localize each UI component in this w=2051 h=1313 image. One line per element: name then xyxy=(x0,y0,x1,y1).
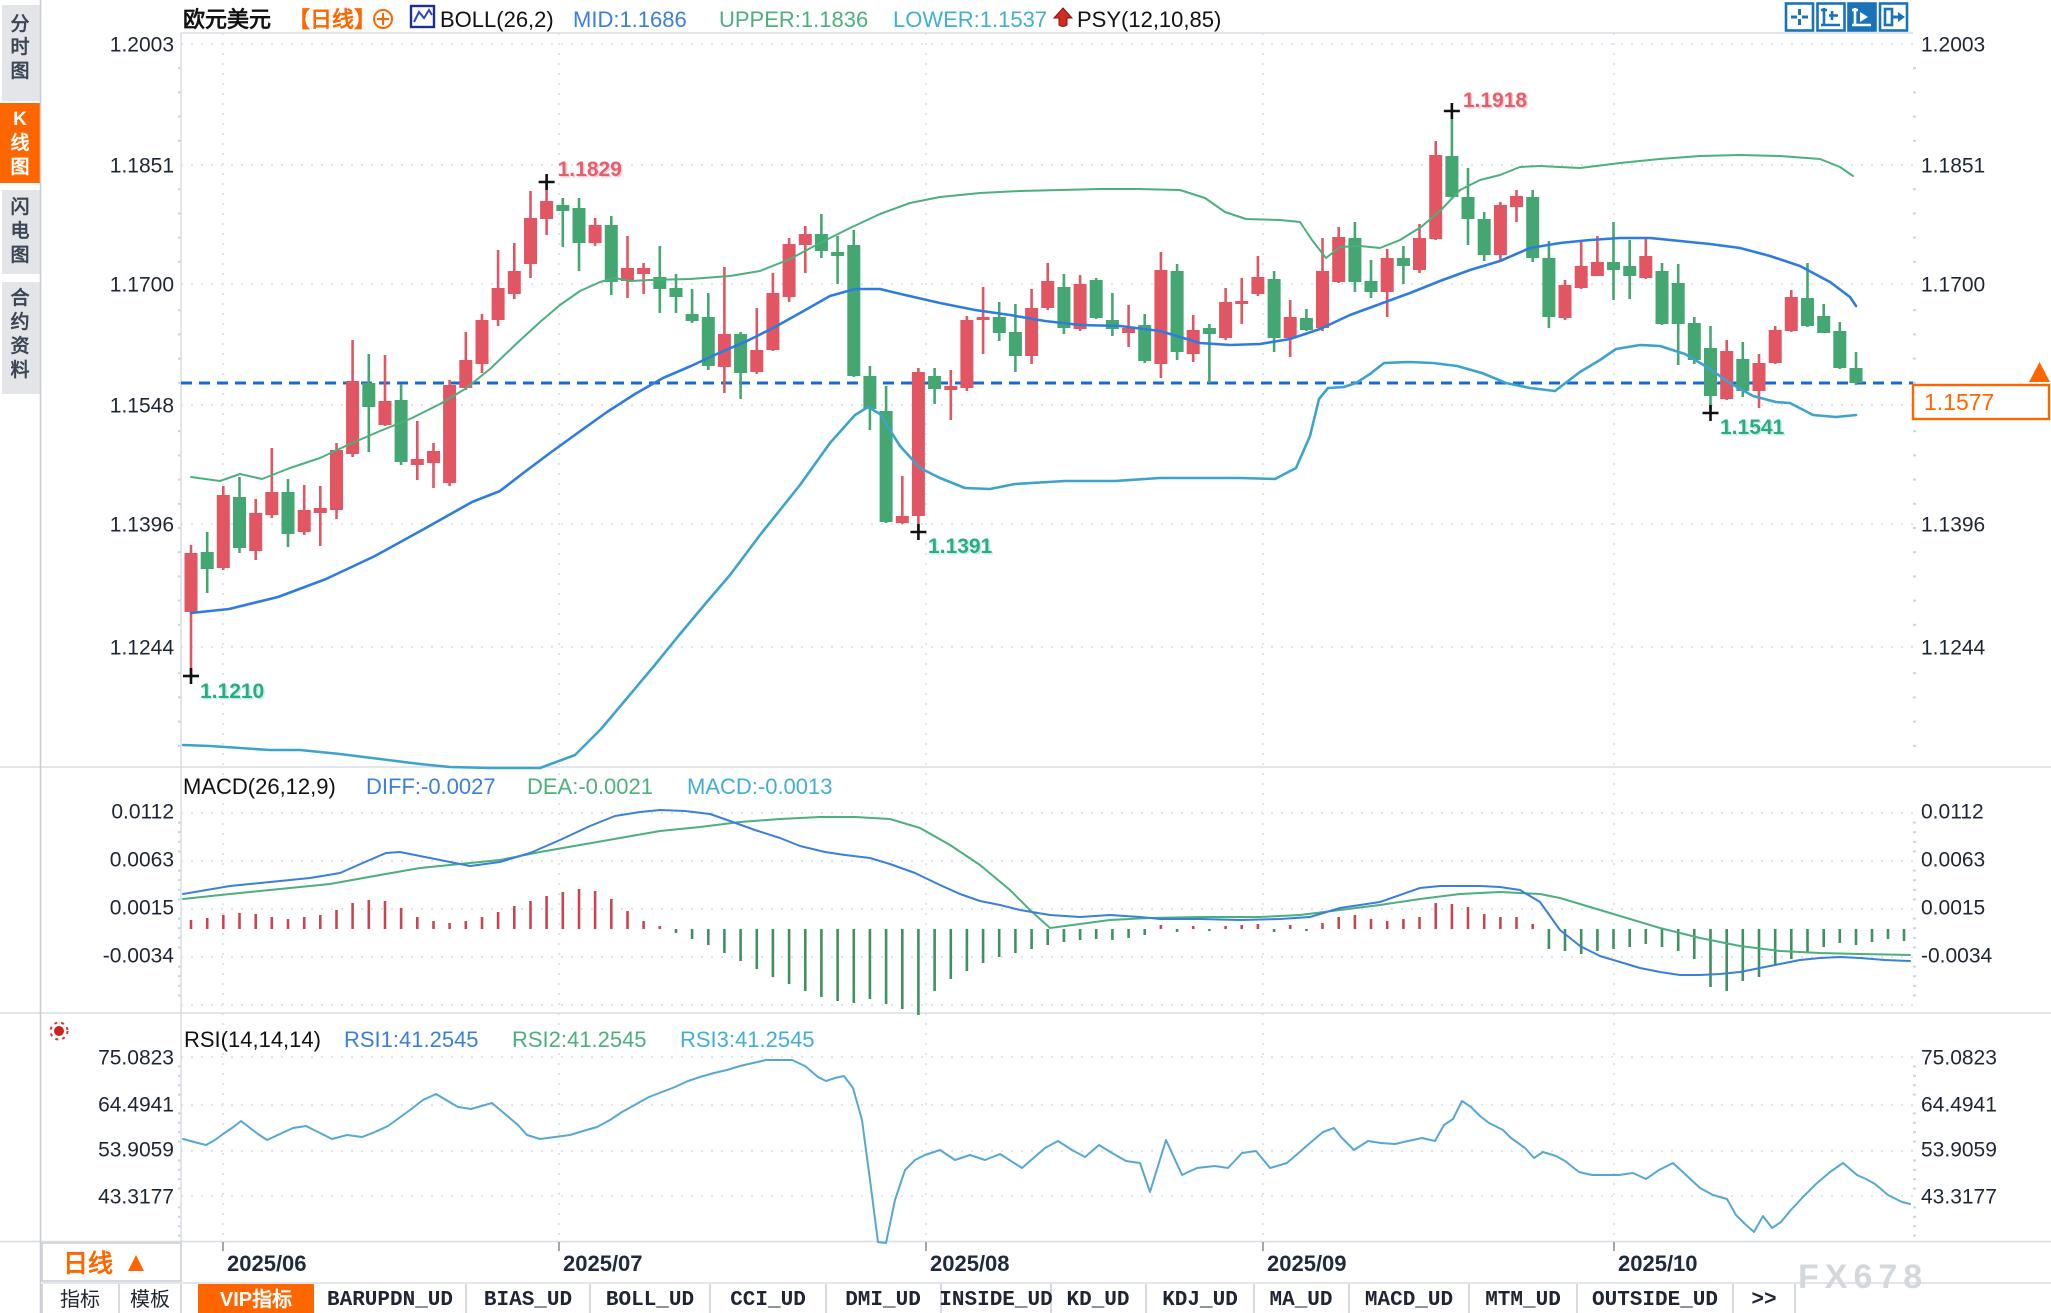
svg-text:RSI3:41.2545: RSI3:41.2545 xyxy=(680,1027,815,1052)
svg-text:料: 料 xyxy=(10,358,29,381)
svg-text:BOLL_UD: BOLL_UD xyxy=(606,1289,694,1312)
svg-text:75.0823: 75.0823 xyxy=(98,1047,174,1070)
svg-text:1.1244: 1.1244 xyxy=(110,637,175,660)
svg-text:64.4941: 64.4941 xyxy=(1921,1094,1997,1117)
svg-text:指标: 指标 xyxy=(60,1288,100,1311)
svg-text:闪: 闪 xyxy=(10,195,29,218)
svg-text:>>: >> xyxy=(1751,1289,1776,1312)
svg-text:0.0015: 0.0015 xyxy=(110,897,174,920)
svg-text:1.1918: 1.1918 xyxy=(1464,91,1529,114)
svg-text:FX678: FX678 xyxy=(1798,1258,1928,1296)
svg-text:DIFF:-0.0027: DIFF:-0.0027 xyxy=(366,774,496,799)
svg-text:OUTSIDE_UD: OUTSIDE_UD xyxy=(1592,1289,1718,1312)
svg-text:1.1244: 1.1244 xyxy=(1921,637,1986,660)
svg-text:RSI1:41.2545: RSI1:41.2545 xyxy=(344,1027,479,1052)
svg-text:合: 合 xyxy=(10,286,30,309)
svg-text:CCI_UD: CCI_UD xyxy=(730,1289,806,1312)
svg-text:-0.0034: -0.0034 xyxy=(1921,945,1993,968)
svg-text:1.1851: 1.1851 xyxy=(110,155,174,178)
svg-text:BOLL(26,2): BOLL(26,2) xyxy=(440,7,554,32)
svg-text:欧元美元: 欧元美元 xyxy=(183,7,271,32)
svg-text:INSIDE_UD: INSIDE_UD xyxy=(939,1289,1052,1312)
svg-text:2025/09: 2025/09 xyxy=(1267,1251,1347,1276)
svg-text:1.1210: 1.1210 xyxy=(202,682,266,705)
svg-text:KDJ_UD: KDJ_UD xyxy=(1162,1289,1238,1312)
svg-text:1.1700: 1.1700 xyxy=(110,274,174,297)
svg-text:RSI(14,14,14): RSI(14,14,14) xyxy=(184,1027,321,1052)
svg-text:1.1396: 1.1396 xyxy=(1921,514,1985,537)
svg-text:BARUPDN_UD: BARUPDN_UD xyxy=(327,1289,453,1312)
svg-text:线: 线 xyxy=(10,131,29,154)
svg-text:1.1577: 1.1577 xyxy=(1924,389,1994,415)
svg-text:53.9059: 53.9059 xyxy=(98,1139,174,1162)
svg-text:KD_UD: KD_UD xyxy=(1066,1289,1129,1312)
svg-text:1.1396: 1.1396 xyxy=(110,514,174,537)
svg-text:RSI2:41.2545: RSI2:41.2545 xyxy=(512,1027,647,1052)
svg-text:K: K xyxy=(13,109,27,130)
svg-text:DEA:-0.0021: DEA:-0.0021 xyxy=(527,774,653,799)
svg-text:64.4941: 64.4941 xyxy=(98,1094,174,1117)
svg-text:1.1391: 1.1391 xyxy=(928,535,993,558)
svg-text:1.1829: 1.1829 xyxy=(558,158,622,181)
svg-text:分: 分 xyxy=(10,13,29,35)
svg-text:0.0063: 0.0063 xyxy=(1921,849,1985,872)
svg-text:PSY(12,10,85): PSY(12,10,85) xyxy=(1077,7,1221,32)
svg-text:图: 图 xyxy=(10,60,29,82)
svg-text:1.1210: 1.1210 xyxy=(200,680,264,703)
svg-text:图: 图 xyxy=(10,156,29,178)
svg-text:75.0823: 75.0823 xyxy=(1921,1047,1997,1070)
svg-text:-0.0034: -0.0034 xyxy=(103,945,175,968)
svg-text:1.2003: 1.2003 xyxy=(110,34,174,57)
svg-text:0.0112: 0.0112 xyxy=(1921,801,1984,824)
svg-text:2025/07: 2025/07 xyxy=(563,1251,643,1276)
svg-text:1.1548: 1.1548 xyxy=(110,395,174,418)
svg-text:VIP指标: VIP指标 xyxy=(220,1287,292,1311)
svg-text:43.3177: 43.3177 xyxy=(1921,1186,1997,1209)
svg-text:1.2003: 1.2003 xyxy=(1921,34,1985,57)
svg-text:图: 图 xyxy=(10,244,29,266)
svg-text:1.1541: 1.1541 xyxy=(1722,418,1787,441)
svg-text:LOWER:1.1537: LOWER:1.1537 xyxy=(893,7,1047,32)
svg-text:1.1851: 1.1851 xyxy=(1921,155,1985,178)
svg-text:0.0063: 0.0063 xyxy=(110,849,174,872)
svg-text:1.1541: 1.1541 xyxy=(1720,416,1785,439)
svg-text:日线: 日线 xyxy=(63,1249,113,1278)
svg-text:UPPER:1.1836: UPPER:1.1836 xyxy=(719,7,868,32)
svg-text:MACD:-0.0013: MACD:-0.0013 xyxy=(687,774,833,799)
svg-text:BIAS_UD: BIAS_UD xyxy=(484,1289,572,1312)
svg-text:MACD(26,12,9): MACD(26,12,9) xyxy=(183,774,336,799)
svg-text:2025/08: 2025/08 xyxy=(930,1251,1010,1276)
svg-text:1.1700: 1.1700 xyxy=(1921,274,1985,297)
svg-text:1.1918: 1.1918 xyxy=(1463,89,1528,112)
svg-text:1.1829: 1.1829 xyxy=(559,160,623,183)
svg-text:【日线】: 【日线】 xyxy=(288,7,376,32)
svg-text:0.0015: 0.0015 xyxy=(1921,897,1985,920)
svg-text:时: 时 xyxy=(10,36,29,58)
svg-text:模板: 模板 xyxy=(130,1288,170,1311)
svg-text:电: 电 xyxy=(10,219,29,242)
svg-text:0.0112: 0.0112 xyxy=(111,801,174,824)
svg-text:DMI_UD: DMI_UD xyxy=(845,1289,921,1312)
svg-text:43.3177: 43.3177 xyxy=(98,1186,174,1209)
svg-text:约: 约 xyxy=(10,310,29,333)
svg-text:2025/06: 2025/06 xyxy=(227,1251,307,1276)
svg-text:MACD_UD: MACD_UD xyxy=(1365,1289,1453,1312)
svg-text:资: 资 xyxy=(10,334,29,357)
svg-text:53.9059: 53.9059 xyxy=(1921,1139,1997,1162)
svg-text:MTM_UD: MTM_UD xyxy=(1485,1289,1561,1312)
svg-text:1.1391: 1.1391 xyxy=(930,537,995,560)
svg-text:MID:1.1686: MID:1.1686 xyxy=(573,7,687,32)
svg-text:2025/10: 2025/10 xyxy=(1618,1251,1698,1276)
svg-text:MA_UD: MA_UD xyxy=(1269,1289,1332,1312)
